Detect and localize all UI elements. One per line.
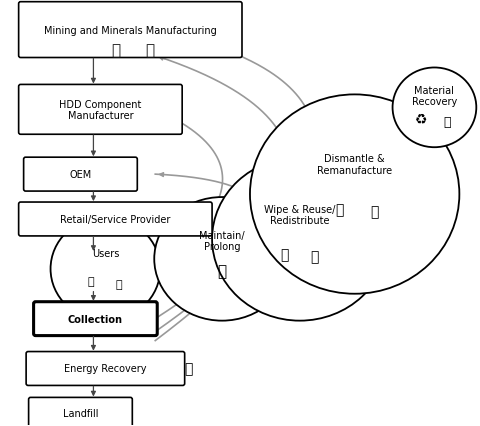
Ellipse shape <box>154 198 290 321</box>
Text: 👥: 👥 <box>115 279 121 289</box>
Text: Mining and Minerals Manufacturing: Mining and Minerals Manufacturing <box>44 26 216 35</box>
Ellipse shape <box>212 158 387 321</box>
Text: HDD Component
Manufacturer: HDD Component Manufacturer <box>59 99 142 121</box>
Text: ♻: ♻ <box>415 113 428 127</box>
Text: Collection: Collection <box>68 314 123 324</box>
Ellipse shape <box>50 218 160 321</box>
Text: 🔧: 🔧 <box>336 202 344 216</box>
Text: 🏭: 🏭 <box>146 43 155 58</box>
Text: 🔒: 🔒 <box>281 247 289 261</box>
Text: 🔥: 🔥 <box>184 362 192 376</box>
Text: 🏭: 🏭 <box>371 204 379 219</box>
Text: 💿: 💿 <box>311 249 319 263</box>
Text: Material
Recovery: Material Recovery <box>412 85 457 107</box>
Text: Dismantle &
Remanufacture: Dismantle & Remanufacture <box>317 154 392 176</box>
Ellipse shape <box>393 68 476 148</box>
Text: Energy Recovery: Energy Recovery <box>64 364 147 374</box>
FancyBboxPatch shape <box>26 352 185 386</box>
Text: 🔧: 🔧 <box>217 264 227 279</box>
FancyBboxPatch shape <box>19 85 182 135</box>
Text: Landfill: Landfill <box>63 409 98 418</box>
Text: ⛏: ⛏ <box>111 43 120 58</box>
FancyBboxPatch shape <box>19 3 242 58</box>
Ellipse shape <box>250 95 459 294</box>
Text: OEM: OEM <box>69 170 92 180</box>
FancyBboxPatch shape <box>29 397 132 426</box>
Text: 🖥: 🖥 <box>87 276 94 286</box>
Text: ⛰: ⛰ <box>444 115 451 129</box>
Text: Wipe & Reuse/
Redistribute: Wipe & Reuse/ Redistribute <box>264 204 336 226</box>
Text: Maintain/
Prolong: Maintain/ Prolong <box>199 230 245 251</box>
FancyBboxPatch shape <box>24 158 137 192</box>
Text: Users: Users <box>92 249 119 259</box>
FancyBboxPatch shape <box>19 202 212 236</box>
Text: Retail/Service Provider: Retail/Service Provider <box>60 214 170 225</box>
FancyBboxPatch shape <box>34 302 157 336</box>
